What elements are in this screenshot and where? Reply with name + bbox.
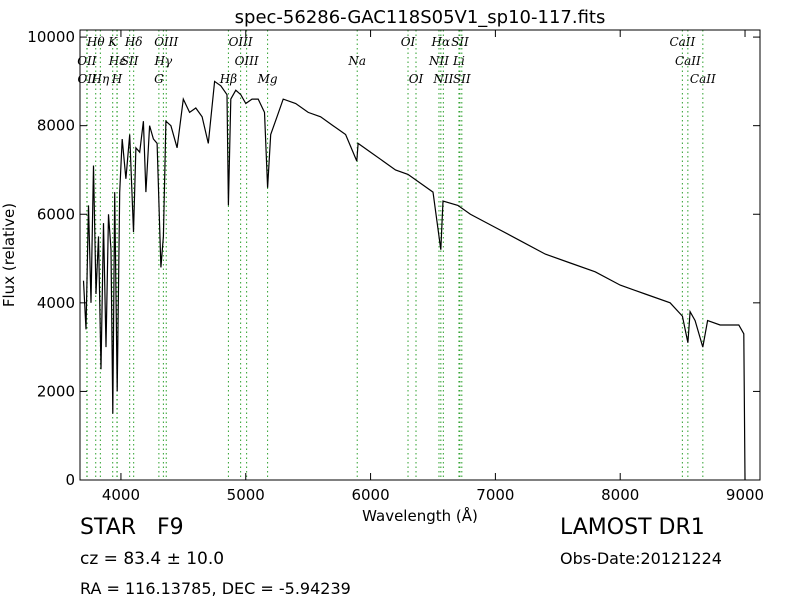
spectral-line-label: OIII (229, 35, 253, 49)
spectral-line-label: OIII (235, 54, 259, 68)
spectral-line-label: Hα (431, 35, 451, 49)
spectral-line-label: Li (452, 54, 465, 68)
spectral-line-label: Na (347, 54, 366, 68)
spectral-line-label: H (111, 72, 123, 86)
spectral-line-label: SII (453, 72, 471, 86)
y-tick-label: 0 (65, 471, 75, 489)
x-tick-label: 9000 (726, 486, 764, 504)
spectral-line-label: Hη (91, 72, 110, 86)
spectral-line-label: Hδ (124, 35, 143, 49)
spectral-line-label: Hγ (154, 54, 173, 68)
y-tick-label: 8000 (37, 117, 75, 135)
y-tick-label: 2000 (37, 382, 75, 400)
spectral-line-label: OIII (154, 35, 178, 49)
spectral-line-label: Hε (108, 54, 126, 68)
spectral-line-label: Mg (257, 72, 278, 86)
x-axis-label: Wavelength (Å) (362, 506, 478, 525)
annotation: STAR F9 (80, 515, 184, 540)
y-axis-label: Flux (relative) (0, 203, 18, 307)
annotation: Obs-Date:20121224 (560, 549, 722, 568)
spectral-line-label: CaII (675, 54, 701, 68)
y-tick-label: 4000 (37, 294, 75, 312)
x-tick-label: 4000 (102, 486, 140, 504)
spectrum-line (82, 80, 746, 481)
chart-title: spec-56286-GAC118S05V1_sp10-117.fits (235, 7, 606, 28)
x-tick-label: 5000 (227, 486, 265, 504)
x-tick-label: 8000 (601, 486, 639, 504)
annotation: RA = 116.13785, DEC = -5.94239 (80, 579, 351, 598)
spectral-line-label: Hβ (219, 72, 237, 86)
spectral-line-label: OI (401, 35, 416, 49)
spectral-line-label: Hθ (86, 35, 105, 49)
spectral-line-label: OII (77, 54, 97, 68)
y-tick-label: 6000 (37, 205, 75, 223)
x-tick-label: 6000 (351, 486, 389, 504)
spectral-line-label: OI (409, 72, 424, 86)
spectral-line-label: CaII (669, 35, 695, 49)
spectral-line-label: G (154, 72, 164, 86)
plot-frame (79, 29, 761, 481)
spectral-line-label: SII (451, 35, 469, 49)
spectral-line-label: K (107, 35, 118, 49)
y-tick-label: 10000 (27, 28, 75, 46)
annotation: cz = 83.4 ± 10.0 (80, 549, 224, 569)
annotation: LAMOST DR1 (560, 515, 705, 540)
spectral-line-label: SII (121, 54, 139, 68)
spectral-line-label: NII (432, 72, 453, 86)
spectral-line-label: OII (77, 72, 97, 86)
spectral-line-label: NII (428, 54, 449, 68)
x-tick-label: 7000 (476, 486, 514, 504)
spectral-line-label: CaII (690, 72, 716, 86)
